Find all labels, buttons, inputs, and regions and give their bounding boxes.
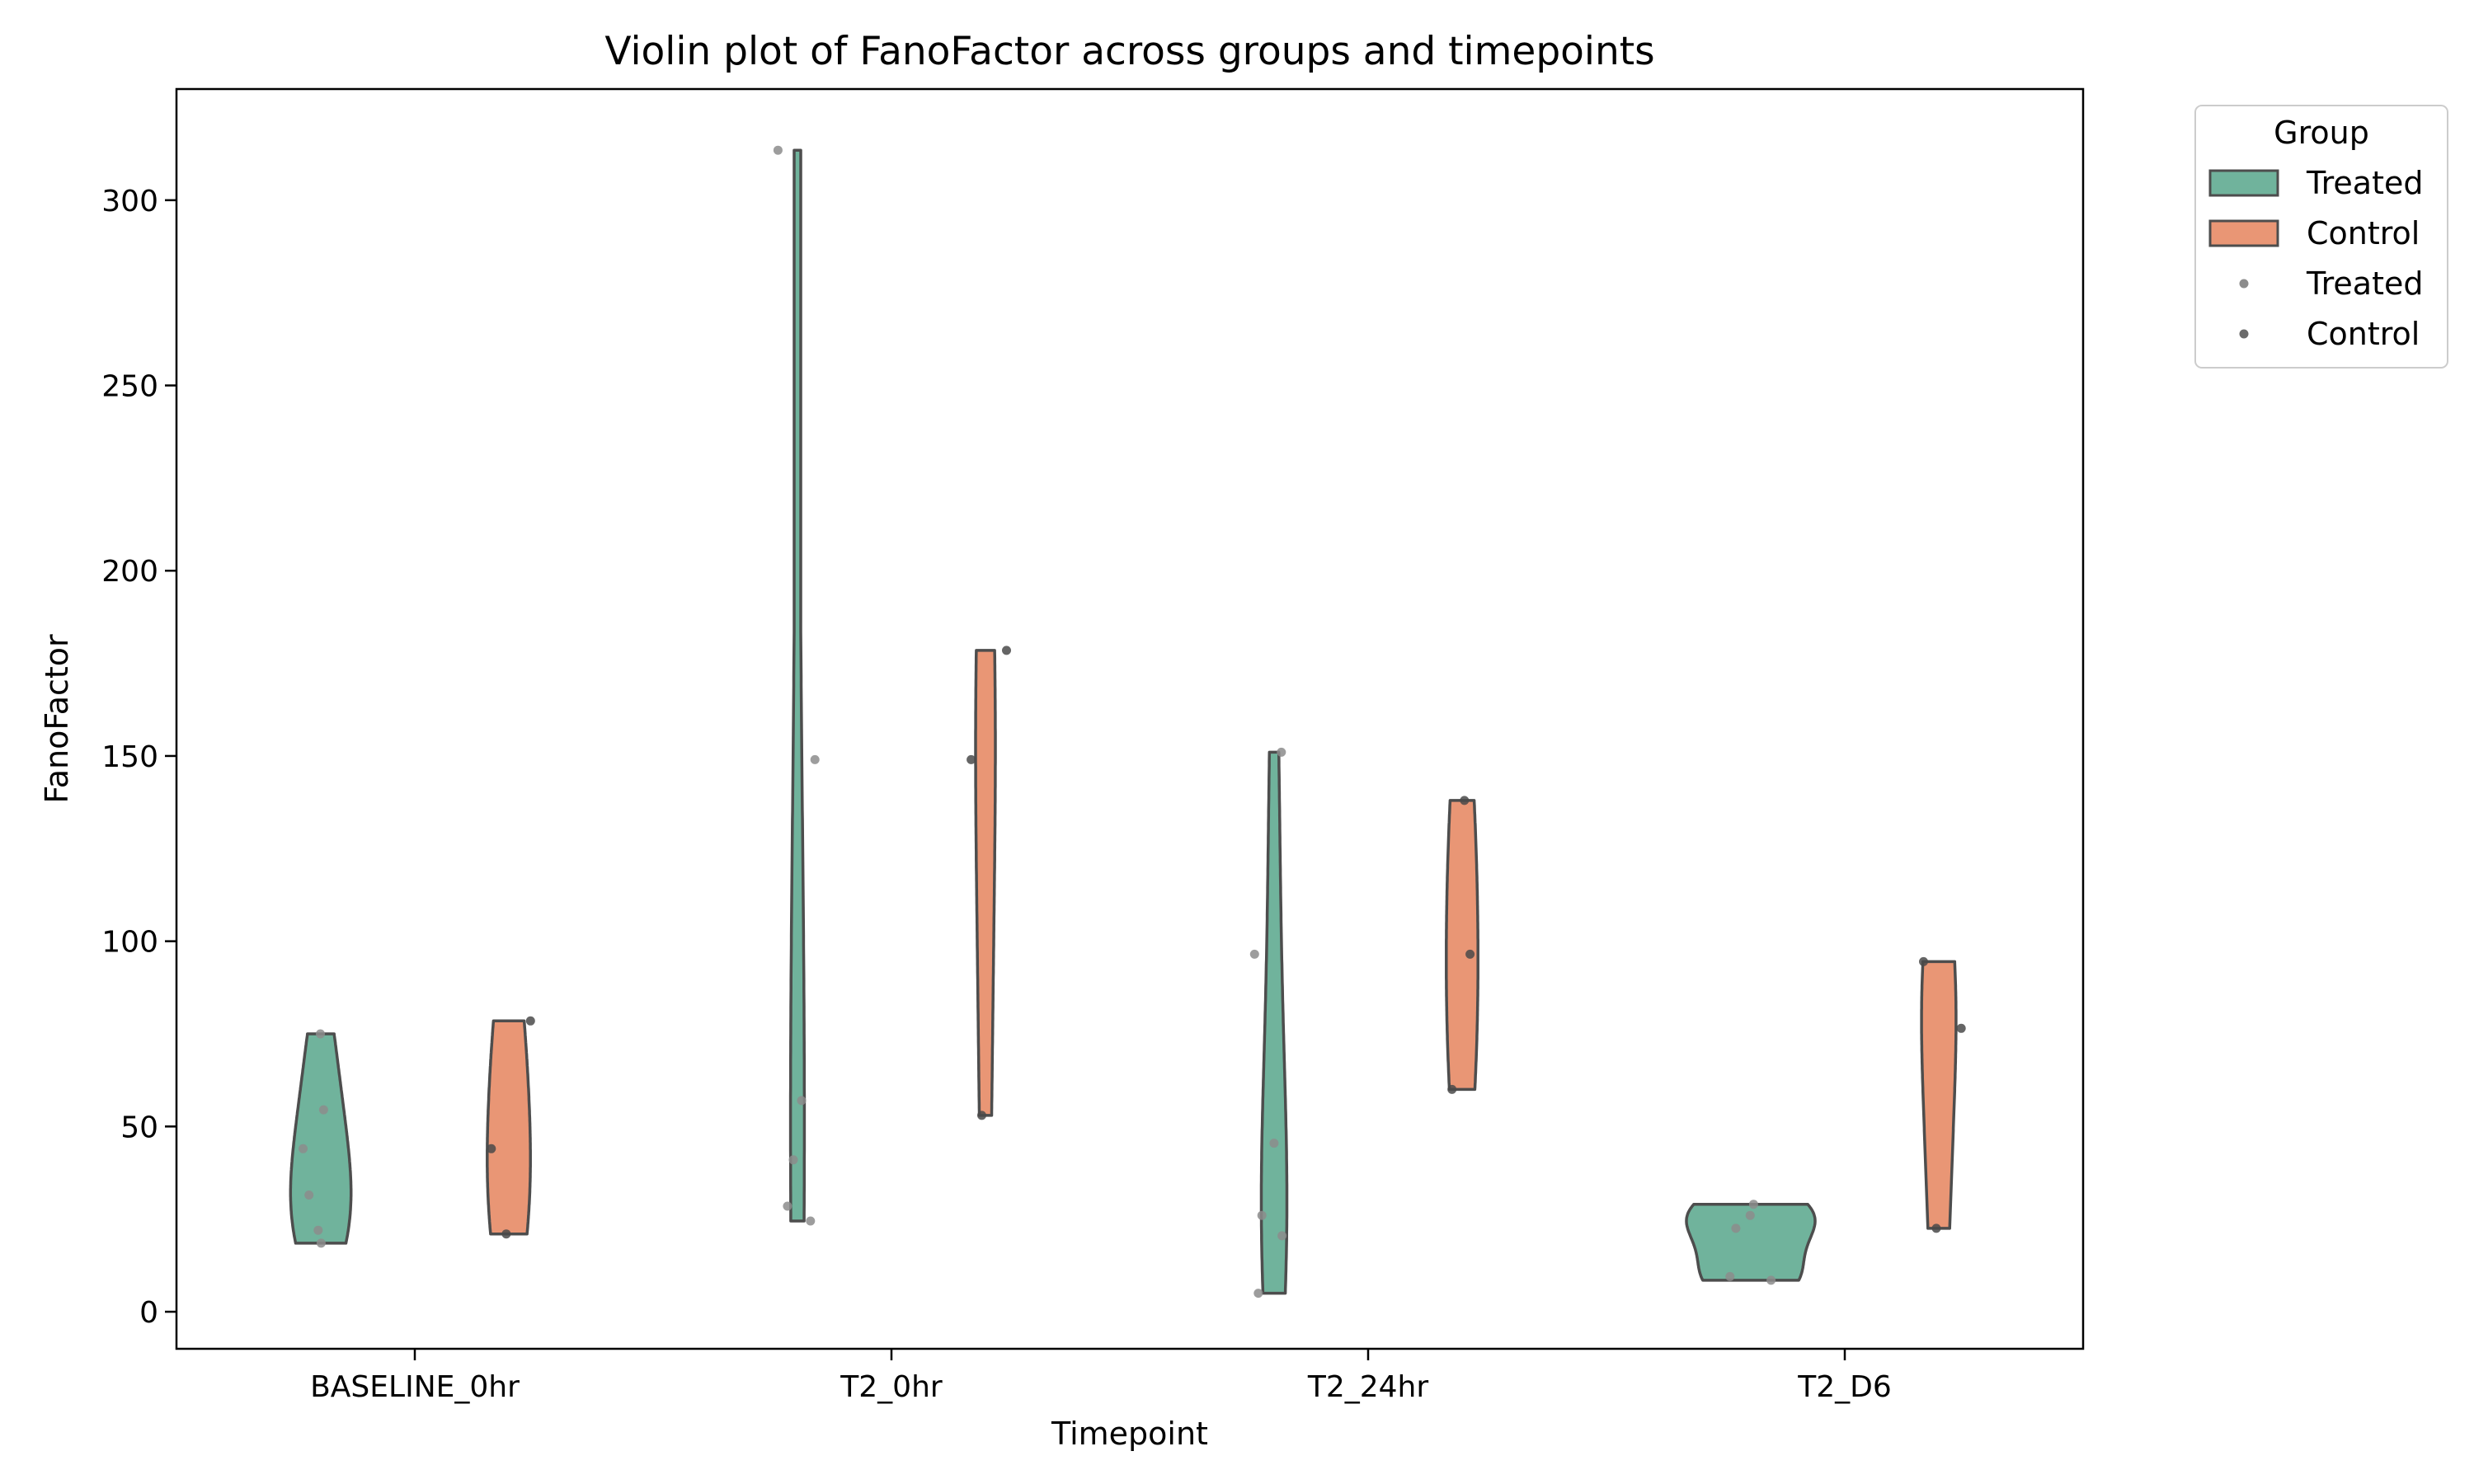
legend-label: Control [2307,316,2420,352]
data-point-control [501,1229,511,1239]
y-tick-label: 50 [120,1111,158,1144]
x-tick-label: T2_D6 [1797,1370,1892,1404]
data-point-control [1919,956,1928,966]
y-tick-label: 250 [101,370,158,404]
data-point-control [977,1111,986,1120]
violin-layer [289,148,1958,1295]
data-point-treated [788,1155,798,1165]
data-point-control [967,754,976,764]
data-point-treated [1249,949,1259,959]
legend-label: Control [2307,215,2420,251]
y-tick-label: 100 [101,926,158,960]
data-point-treated [316,1029,325,1039]
data-point-control [487,1144,496,1153]
data-point-treated [1766,1275,1776,1285]
data-point-treated [304,1190,314,1200]
data-point-treated [1725,1271,1735,1281]
data-point-treated [1269,1139,1279,1148]
legend-label: Treated [2306,265,2423,302]
data-point-control [1931,1223,1941,1233]
violin-control-t2_24hr [1445,799,1479,1092]
legend-entries: Treated Control Treated Control [2208,165,2423,352]
y-tick-label: 150 [101,740,158,774]
violin-treated-t2_0hr [788,148,807,1223]
y-axis-label: FanoFactor [39,634,75,804]
data-point-treated [810,754,820,764]
data-point-control [1956,1023,1966,1033]
x-tick-label: BASELINE_0hr [310,1370,520,1404]
y-tick-label: 0 [139,1296,158,1330]
legend: Group Treated Control Treated Control [2194,105,2448,369]
y-tick-label: 200 [101,555,158,589]
data-point-control [1002,646,1011,655]
data-point-treated [299,1144,308,1153]
violin-control-t2_d6 [1920,960,1958,1230]
plot-frame [175,87,2085,1350]
point-layer [299,145,1966,1298]
data-point-treated [1257,1210,1267,1220]
data-point-control [1447,1084,1457,1094]
chart-title: Violin plot of FanoFactor across groups … [604,29,1654,74]
y-tick-label: 300 [101,185,158,218]
data-point-treated [783,1201,793,1211]
data-point-control [1465,949,1475,959]
data-point-control [1460,796,1470,805]
data-point-treated [316,1238,326,1248]
x-axis: BASELINE_0hr T2_0hr T2_24hr T2_D6 [310,1349,1892,1404]
violin-treated-t2_d6 [1685,1202,1817,1282]
data-point-treated [318,1105,328,1115]
violin-treated-baseline_0hr [289,1032,353,1245]
legend-title: Group [2274,115,2369,151]
x-tick-label: T2_0hr [840,1370,943,1404]
legend-marker [2239,329,2249,339]
data-point-treated [313,1225,323,1235]
data-point-treated [1748,1200,1758,1209]
legend-marker [2239,279,2249,289]
data-point-treated [1253,1289,1263,1298]
x-axis-label: Timepoint [1051,1416,1208,1452]
data-point-treated [773,145,783,155]
legend-swatch [2208,169,2279,197]
legend-label: Treated [2306,165,2423,201]
legend-swatch [2208,219,2279,247]
x-tick-label: T2_24hr [1307,1370,1429,1404]
data-point-treated [1277,747,1286,757]
violin-treated-t2_24hr [1259,750,1289,1295]
data-point-treated [1277,1231,1287,1241]
y-axis: 0 50 100 150 200 250 300 [101,185,176,1330]
data-point-control [525,1016,535,1026]
data-point-treated [1731,1223,1741,1233]
data-point-treated [1745,1210,1755,1220]
violin-control-baseline_0hr [486,1019,532,1236]
data-point-treated [806,1216,816,1226]
violin-control-t2_0hr [974,649,997,1117]
data-point-treated [797,1096,807,1106]
